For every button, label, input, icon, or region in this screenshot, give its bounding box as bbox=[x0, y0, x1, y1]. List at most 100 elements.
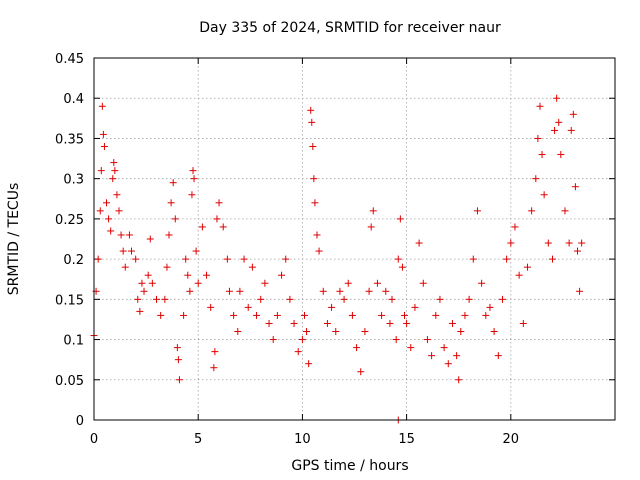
data-point bbox=[103, 199, 111, 207]
data-point bbox=[365, 287, 373, 295]
data-point bbox=[307, 106, 315, 114]
data-point bbox=[373, 279, 381, 287]
data-point bbox=[453, 352, 461, 360]
data-point bbox=[511, 223, 519, 231]
data-point bbox=[328, 303, 336, 311]
data-point bbox=[313, 231, 321, 239]
data-point bbox=[117, 231, 125, 239]
data-point bbox=[282, 255, 290, 263]
data-point bbox=[225, 287, 233, 295]
data-point bbox=[548, 255, 556, 263]
data-point bbox=[403, 319, 411, 327]
data-point bbox=[213, 215, 221, 223]
data-point bbox=[136, 307, 144, 315]
data-point bbox=[448, 319, 456, 327]
data-point bbox=[332, 328, 340, 336]
data-point bbox=[378, 311, 386, 319]
data-point bbox=[455, 376, 463, 384]
data-point bbox=[189, 167, 197, 175]
data-point bbox=[528, 207, 536, 215]
chart-title: Day 335 of 2024, SRMTID for receiver nau… bbox=[199, 20, 501, 36]
data-point bbox=[561, 207, 569, 215]
data-point bbox=[115, 207, 123, 215]
data-point bbox=[323, 319, 331, 327]
data-point bbox=[99, 130, 107, 138]
x-tick-label: 20 bbox=[503, 432, 520, 447]
data-point bbox=[457, 328, 465, 336]
data-point bbox=[303, 328, 311, 336]
data-point bbox=[265, 319, 273, 327]
data-point bbox=[146, 235, 154, 243]
data-point bbox=[240, 255, 248, 263]
data-point bbox=[555, 118, 563, 126]
data-point bbox=[182, 255, 190, 263]
data-point bbox=[194, 279, 202, 287]
data-point bbox=[119, 247, 127, 255]
data-point bbox=[100, 142, 108, 150]
data-point bbox=[290, 319, 298, 327]
data-point bbox=[219, 223, 227, 231]
data-point bbox=[392, 336, 400, 344]
data-point bbox=[94, 255, 102, 263]
data-point bbox=[234, 328, 242, 336]
data-point bbox=[98, 102, 106, 110]
data-point bbox=[298, 336, 306, 344]
data-point bbox=[223, 255, 231, 263]
data-point bbox=[144, 271, 152, 279]
data-point bbox=[367, 223, 375, 231]
data-point bbox=[165, 231, 173, 239]
data-point bbox=[132, 255, 140, 263]
x-tick-label: 5 bbox=[194, 432, 202, 447]
data-point bbox=[557, 151, 565, 159]
data-point bbox=[273, 311, 281, 319]
x-tick-label: 10 bbox=[294, 432, 311, 447]
data-point bbox=[253, 311, 261, 319]
data-point bbox=[361, 328, 369, 336]
data-point bbox=[134, 295, 142, 303]
data-point bbox=[257, 295, 265, 303]
data-point bbox=[184, 271, 192, 279]
data-point bbox=[494, 352, 502, 360]
data-point bbox=[507, 239, 515, 247]
data-point bbox=[269, 336, 277, 344]
data-point bbox=[148, 279, 156, 287]
data-point bbox=[311, 199, 319, 207]
y-tick-labels: 0 0.05 0.1 0.15 0.2 0.25 0.3 0.35 0.4 0.45 bbox=[55, 52, 84, 429]
data-point bbox=[173, 344, 181, 352]
data-point bbox=[540, 191, 548, 199]
data-point bbox=[107, 227, 115, 235]
data-point bbox=[336, 287, 344, 295]
data-point bbox=[113, 191, 121, 199]
y-axis-label: SRMTID / TECUs bbox=[6, 183, 22, 296]
data-point bbox=[573, 247, 581, 255]
data-point bbox=[461, 311, 469, 319]
data-point bbox=[248, 263, 256, 271]
data-point bbox=[157, 311, 165, 319]
data-point bbox=[544, 239, 552, 247]
data-point bbox=[180, 311, 188, 319]
data-point bbox=[161, 295, 169, 303]
data-point bbox=[153, 295, 161, 303]
data-point bbox=[211, 348, 219, 356]
data-point bbox=[163, 263, 171, 271]
data-point bbox=[523, 263, 531, 271]
data-point bbox=[565, 239, 573, 247]
y-tick-label: 0.4 bbox=[63, 92, 84, 107]
data-point bbox=[167, 199, 175, 207]
data-point bbox=[486, 303, 494, 311]
data-point bbox=[319, 287, 327, 295]
data-point bbox=[175, 376, 183, 384]
data-point bbox=[369, 207, 377, 215]
data-point bbox=[207, 303, 215, 311]
data-point bbox=[128, 247, 136, 255]
data-point bbox=[171, 215, 179, 223]
data-point bbox=[244, 303, 252, 311]
data-point bbox=[278, 271, 286, 279]
data-point bbox=[111, 167, 119, 175]
data-point bbox=[215, 199, 223, 207]
data-point bbox=[192, 247, 200, 255]
data-point bbox=[478, 279, 486, 287]
data-point bbox=[190, 175, 198, 183]
data-point bbox=[519, 319, 527, 327]
